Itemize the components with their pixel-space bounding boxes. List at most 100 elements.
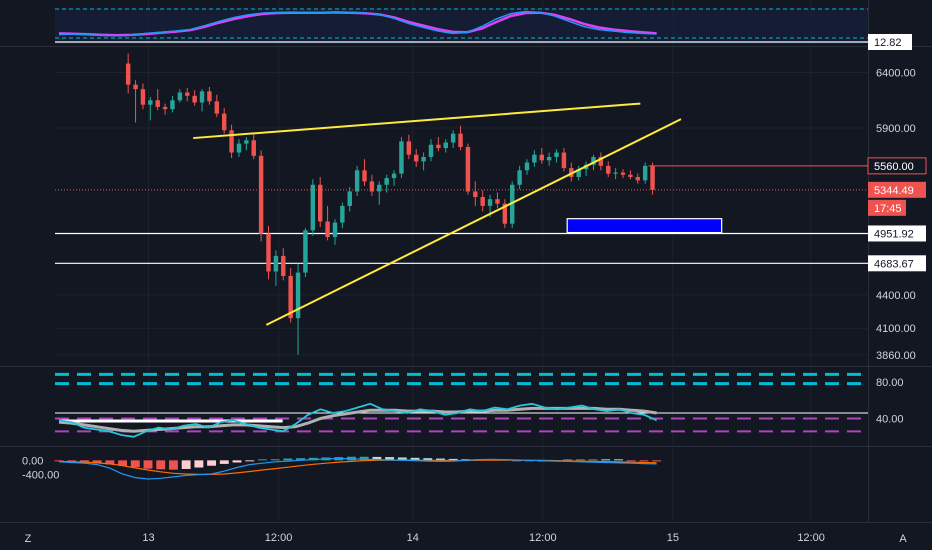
price-badge	[868, 181, 926, 198]
candle-body	[199, 91, 205, 103]
macd-histogram-bar	[423, 458, 433, 461]
candle-body	[148, 100, 153, 105]
footer: Z A	[25, 533, 908, 545]
candle-body	[369, 181, 375, 192]
candle-body	[295, 272, 301, 319]
macd-histogram-bar	[105, 460, 115, 465]
candle-body	[620, 172, 626, 175]
macd-histogram-bar	[588, 459, 598, 461]
macd-histogram-bar	[207, 460, 217, 466]
price-badge-label: 5560.00	[874, 161, 914, 173]
candle-body	[244, 140, 249, 144]
candle-body	[642, 165, 648, 181]
macd-histogram-bar	[448, 458, 458, 461]
macd-histogram-bar	[436, 458, 445, 461]
macd-histogram-bar	[652, 460, 662, 462]
candle-body	[436, 144, 441, 149]
price-badge	[868, 199, 906, 216]
time-tick-label: 14	[407, 532, 419, 544]
candle-body	[628, 174, 633, 177]
candle-body	[266, 233, 271, 272]
candle-body	[133, 84, 138, 90]
macd-histogram-bar	[245, 460, 255, 462]
candle-body	[162, 106, 168, 110]
macd-histogram-bar	[283, 458, 293, 461]
macd-histogram-bar	[219, 460, 229, 464]
time-axis[interactable]: 13 12:00 14 12:00 15 12:00	[142, 532, 824, 544]
price-tick-label: 5900.00	[876, 123, 916, 135]
stochastic-pane[interactable]	[55, 8, 868, 44]
candle-body	[391, 173, 397, 179]
macd-pane[interactable]: 0.00 -400.00	[22, 455, 662, 482]
candle-body	[273, 255, 279, 272]
grid	[0, 0, 932, 523]
macd-line	[58, 457, 657, 480]
candle-body	[155, 100, 160, 107]
target-zone	[566, 218, 723, 234]
macd-histogram-bar	[614, 459, 623, 461]
price-tick-label: 6400.00	[876, 67, 916, 79]
candle-body	[325, 221, 330, 238]
candle-body	[421, 156, 426, 162]
candle-body	[561, 152, 567, 169]
price-badge-label: 4683.67	[874, 258, 914, 270]
candle-body	[591, 156, 596, 165]
price-badge-label: 17:45	[874, 203, 902, 215]
price-badge-label: 4951.92	[874, 228, 914, 240]
macd-histogram-bar	[156, 460, 166, 470]
candle-body	[251, 140, 256, 156]
candle-body	[635, 176, 640, 181]
candle-body	[650, 165, 655, 190]
macd-histogram-bar	[130, 460, 140, 468]
candle-body	[413, 154, 419, 162]
candle-body	[598, 156, 604, 166]
candle-body	[332, 222, 338, 238]
candle-body	[125, 63, 131, 85]
candle-body	[258, 155, 264, 234]
rsi-tick-label: 80.00	[876, 377, 904, 389]
zoom-icon[interactable]: Z	[25, 533, 32, 545]
candle-body	[510, 184, 515, 224]
candle-body	[458, 133, 463, 147]
candle-body	[377, 184, 382, 192]
auto-scale-icon[interactable]: A	[899, 533, 907, 545]
candle-body	[170, 100, 175, 110]
macd-histogram-bar	[601, 459, 611, 461]
rsi-pane[interactable]	[55, 372, 868, 438]
macd-tick-label: -400.00	[22, 470, 59, 482]
candle-body	[495, 199, 500, 204]
candle-body	[192, 95, 197, 103]
candle-body	[185, 92, 190, 96]
stoch-badge-label: 12.82	[874, 37, 902, 49]
price-pane[interactable]	[55, 53, 868, 355]
stoch-band-fill	[55, 8, 868, 44]
stoch-k-line	[58, 10, 657, 37]
candle-body	[177, 92, 183, 101]
stoch-badge	[868, 34, 912, 50]
time-tick-label: 12:00	[797, 532, 825, 544]
candle-body	[539, 154, 544, 161]
candle-body	[288, 275, 293, 319]
candle-body	[450, 133, 456, 143]
candle-body	[207, 91, 212, 102]
macd-histogram-bar	[575, 459, 585, 461]
candle-body	[354, 170, 360, 192]
price-axis[interactable]: 12.82 6400.00 5900.00 4400.00 4100.00 3860.00…	[867, 34, 927, 425]
candle-body	[140, 89, 146, 105]
candle-body	[362, 170, 367, 182]
macd-histogram-bar	[385, 457, 395, 461]
macd-histogram-bar	[372, 456, 382, 461]
trendline	[265, 118, 682, 326]
time-tick-label: 13	[142, 532, 154, 544]
macd-histogram-bar	[257, 459, 267, 461]
candle-body	[606, 165, 611, 174]
candle-body	[229, 130, 234, 153]
rsi-line	[58, 402, 657, 438]
candle-body	[576, 169, 581, 177]
macd-tick-label: 0.00	[22, 455, 43, 467]
candle-body	[214, 101, 220, 114]
macd-histogram-bar	[563, 459, 573, 461]
price-badge	[868, 255, 926, 272]
price-tick-label: 4400.00	[876, 290, 916, 302]
